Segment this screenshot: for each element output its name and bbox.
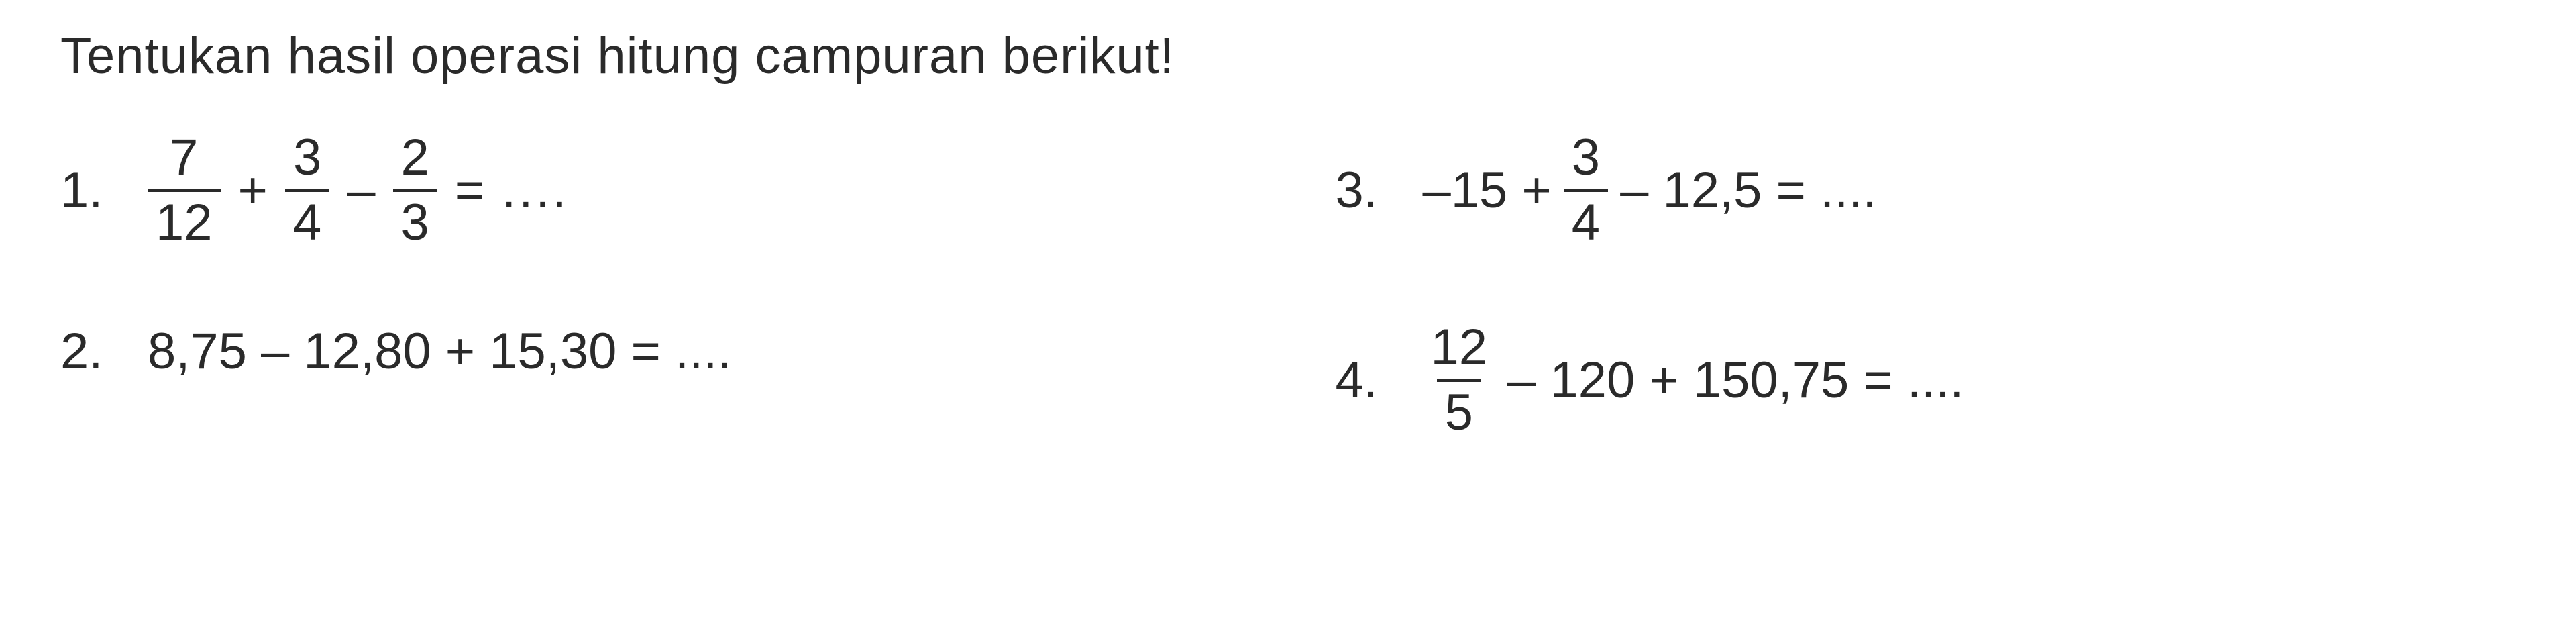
fraction-denominator: 12 bbox=[148, 189, 221, 248]
fraction-denominator: 3 bbox=[393, 189, 437, 248]
expression-text: 8,75 – 12,80 + 15,30 = .... bbox=[148, 322, 731, 381]
problem-4: 4. 12 5 – 120 + 150,75 = .... bbox=[1335, 322, 1964, 438]
fraction-denominator: 4 bbox=[1564, 189, 1608, 248]
fraction-2-3: 2 3 bbox=[393, 132, 437, 248]
problem-4-number: 4. bbox=[1335, 351, 1389, 409]
fraction-denominator: 4 bbox=[285, 189, 329, 248]
fraction-numerator: 3 bbox=[1564, 132, 1608, 189]
plus-operator: + bbox=[233, 161, 273, 219]
problem-2-expression: 8,75 – 12,80 + 15,30 = .... bbox=[148, 322, 731, 381]
fraction-3-4: 3 4 bbox=[1564, 132, 1608, 248]
fraction-3-4: 3 4 bbox=[285, 132, 329, 248]
problem-3-number: 3. bbox=[1335, 161, 1389, 219]
fraction-12-5: 12 5 bbox=[1422, 322, 1495, 438]
problem-1-expression: 7 12 + 3 4 – 2 3 = .... bbox=[148, 132, 570, 248]
expression-text: –15 + bbox=[1422, 161, 1551, 219]
problem-1-number: 1. bbox=[60, 161, 114, 219]
fraction-numerator: 7 bbox=[162, 132, 206, 189]
answer-placeholder: .... bbox=[502, 161, 569, 219]
problem-2-number: 2. bbox=[60, 322, 114, 381]
left-column: 1. 7 12 + 3 4 – 2 3 = .... bbox=[60, 132, 731, 438]
problem-3-expression: –15 + 3 4 – 12,5 = .... bbox=[1422, 132, 1876, 248]
expression-text: – 12,5 = .... bbox=[1620, 161, 1876, 219]
equals-operator: = bbox=[449, 161, 490, 219]
expression-text: – 120 + 150,75 = .... bbox=[1507, 351, 1964, 409]
problem-1: 1. 7 12 + 3 4 – 2 3 = .... bbox=[60, 132, 731, 248]
fraction-denominator: 5 bbox=[1437, 379, 1481, 438]
problems-container: 1. 7 12 + 3 4 – 2 3 = .... bbox=[60, 132, 2516, 438]
problem-3: 3. –15 + 3 4 – 12,5 = .... bbox=[1335, 132, 1964, 248]
problem-2: 2. 8,75 – 12,80 + 15,30 = .... bbox=[60, 322, 731, 381]
fraction-numerator: 12 bbox=[1422, 322, 1495, 379]
instruction-title: Tentukan hasil operasi hitung campuran b… bbox=[60, 27, 2516, 85]
minus-operator: – bbox=[341, 161, 380, 219]
right-column: 3. –15 + 3 4 – 12,5 = .... 4. 12 5 – 120… bbox=[1335, 132, 1964, 438]
fraction-numerator: 3 bbox=[285, 132, 329, 189]
fraction-7-12: 7 12 bbox=[148, 132, 221, 248]
fraction-numerator: 2 bbox=[393, 132, 437, 189]
problem-4-expression: 12 5 – 120 + 150,75 = .... bbox=[1422, 322, 1964, 438]
